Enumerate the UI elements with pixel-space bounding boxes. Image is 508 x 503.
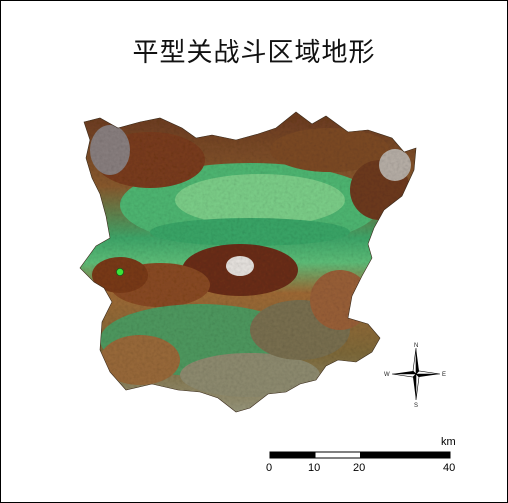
north-arrow: N S E W: [384, 343, 446, 409]
scale-tick-20: 20: [353, 462, 366, 474]
compass-east-label: E: [442, 372, 446, 378]
scale-tick-0: 0: [266, 462, 273, 474]
map-title: 平型关战斗区域地形: [132, 38, 376, 68]
scale-unit-label: km: [441, 436, 456, 448]
scale-tick-10: 10: [308, 462, 321, 474]
location-marker: [116, 267, 125, 276]
terrain-region: [80, 112, 416, 412]
region-outline: [79, 111, 417, 413]
compass-south-label: S: [414, 403, 418, 409]
scale-tick-40: 40: [443, 462, 456, 474]
compass-west-label: W: [384, 372, 390, 378]
scale-bar: [269, 451, 451, 459]
compass-north-label: N: [414, 343, 418, 349]
